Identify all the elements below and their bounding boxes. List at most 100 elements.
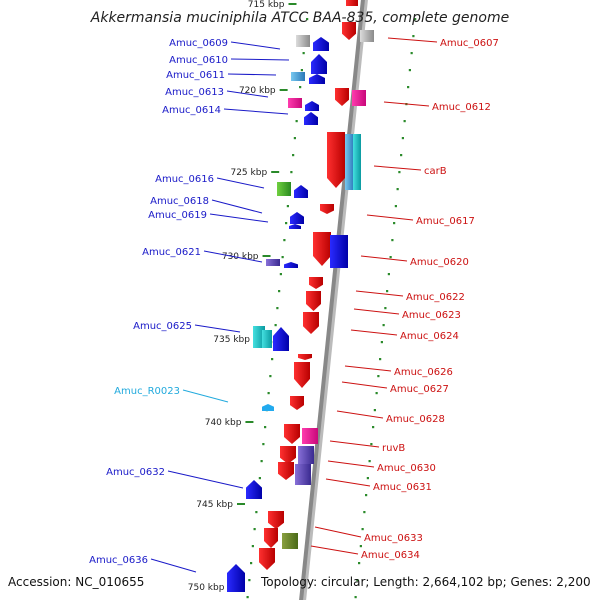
track-right-outer-dot [379, 358, 382, 361]
track-left-outer-dot [271, 358, 274, 361]
gene-feature [353, 134, 361, 190]
right-gene-label: Amuc_0631 [373, 482, 432, 493]
right-gene-label: Amuc_0626 [394, 367, 453, 378]
right-gene-label: Amuc_0628 [386, 414, 445, 425]
gene-feature [330, 235, 348, 268]
gene-feature [262, 404, 274, 411]
track-left-outer-dot [302, 52, 305, 55]
right-gene-label: Amuc_0634 [361, 550, 420, 561]
track-right-outer-dot [400, 154, 403, 157]
right-gene-callout [355, 290, 404, 297]
left-gene-label: Amuc_0616 [155, 174, 214, 185]
track-left-outer-dot [295, 120, 298, 123]
track-right-outer-dot [363, 511, 366, 514]
right-gene-label: Amuc_0623 [402, 310, 461, 321]
left-gene-label: Amuc_0621 [142, 247, 201, 258]
left-gene-callout [203, 250, 263, 263]
track-right-outer-dot [394, 205, 397, 208]
track-right-outer-dot [408, 69, 411, 72]
gene-feature [303, 312, 319, 334]
right-gene-callout [336, 410, 384, 419]
right-gene-callout [341, 381, 388, 389]
gene-feature [290, 212, 304, 224]
track-left-outer-dot [279, 273, 282, 276]
left-gene-label: Amuc_0610 [169, 55, 228, 66]
gene-feature [345, 134, 354, 190]
scale-label: 740 kbp [205, 418, 242, 428]
scale-label: 725 kbp [230, 168, 267, 178]
track-right-outer-dot [414, 18, 417, 21]
track-left-outer-dot [251, 545, 254, 548]
right-gene-callout [329, 440, 380, 448]
map-title: Akkermansia muciniphila ATCC BAA-835, co… [90, 10, 510, 26]
track-left-outer-dot [293, 137, 296, 140]
right-gene-callout [353, 308, 400, 315]
track-right-outer-dot [380, 341, 383, 344]
gene-feature [290, 396, 304, 410]
gene-feature [264, 528, 278, 548]
track-left-outer-dot [283, 239, 286, 242]
left-gene-callout [150, 558, 197, 573]
left-gene-label: Amuc_0613 [165, 87, 224, 98]
left-gene-label: Amuc_0619 [148, 210, 207, 221]
track-right-outer-dot [396, 188, 399, 191]
track-left-outer-dot [264, 426, 267, 429]
gene-feature [298, 354, 312, 360]
track-left-outer-dot [290, 171, 293, 174]
right-gene-label: ruvB [382, 443, 405, 454]
right-gene-label: Amuc_0630 [377, 463, 436, 474]
track-right-outer-dot [372, 426, 375, 429]
gene-feature [295, 464, 311, 485]
gene-feature [306, 291, 321, 311]
scale-label: 750 kbp [188, 583, 225, 593]
left-gene-callout [226, 90, 269, 98]
gene-feature [268, 511, 284, 529]
track-right-outer-dot [403, 120, 406, 123]
right-gene-callout [344, 365, 392, 372]
gene-feature [291, 72, 305, 81]
right-gene-label: Amuc_0627 [390, 384, 449, 395]
track-right-outer-dot [393, 222, 396, 225]
track-right-outer-dot [412, 35, 415, 38]
left-gene-label: Amuc_0611 [166, 70, 225, 81]
gene-feature [309, 74, 325, 84]
track-right-outer-dot [377, 375, 380, 378]
track-left-outer-dot [281, 256, 284, 259]
track-left-outer-dot [255, 511, 258, 514]
gene-feature [288, 98, 302, 108]
left-gene-callout [211, 199, 263, 214]
track-right-outer-dot [384, 307, 387, 310]
track-left-outer-dot [258, 477, 261, 480]
track-left-outer-dot [269, 375, 272, 378]
track-right-outer-dot [387, 273, 390, 276]
track-right-outer-dot [365, 494, 368, 497]
right-gene-callout [314, 526, 362, 538]
right-gene-callout [325, 478, 371, 487]
left-gene-callout [227, 73, 277, 76]
track-left-outer-dot [306, 18, 309, 21]
scale-label: 715 kbp [248, 0, 285, 10]
gene-feature [227, 564, 245, 592]
left-gene-callout [167, 470, 244, 489]
left-gene-label: Amuc_0614 [162, 105, 221, 116]
right-gene-label: Amuc_0620 [410, 257, 469, 268]
scale-label: 720 kbp [239, 86, 276, 96]
gene-feature [266, 259, 280, 266]
track-right-outer-dot [370, 443, 373, 446]
gene-feature [305, 101, 319, 111]
gene-feature [280, 446, 296, 464]
gene-feature [284, 262, 298, 268]
track-right-outer-dot [401, 137, 404, 140]
gene-feature [352, 90, 366, 106]
left-gene-callout [209, 213, 269, 223]
gene-feature [298, 446, 314, 464]
track-right-outer-dot [354, 596, 357, 599]
track-left-outer-dot [292, 154, 295, 157]
left-gene-callout [216, 177, 265, 189]
scale-label: 730 kbp [222, 252, 259, 262]
scale-label: 745 kbp [196, 500, 233, 510]
track-right-outer-dot [361, 528, 364, 531]
track-right-outer-dot [382, 324, 385, 327]
